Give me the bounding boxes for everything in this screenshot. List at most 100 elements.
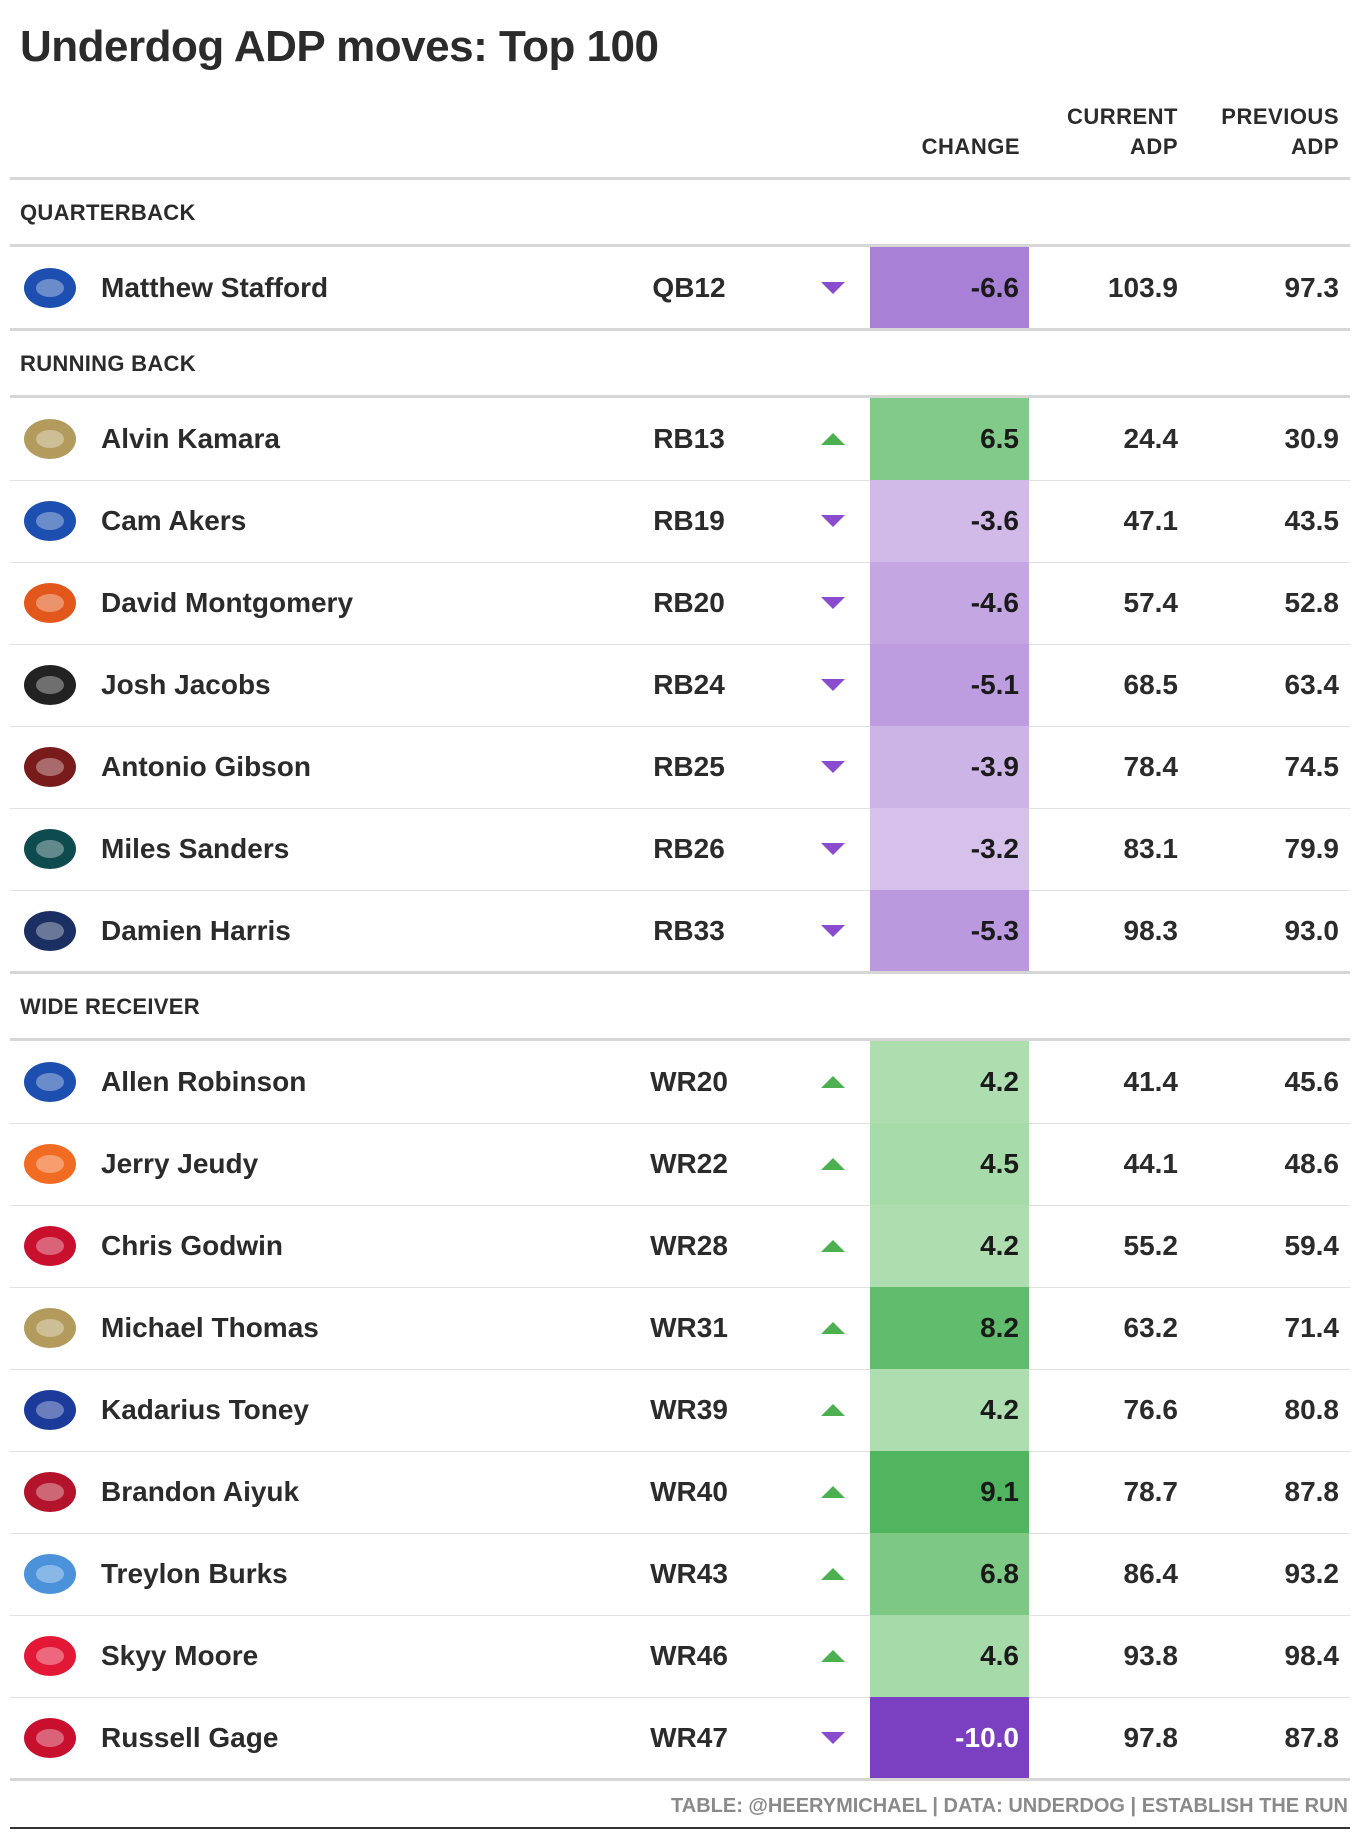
rule	[10, 726, 1350, 727]
rule	[10, 1778, 1350, 1781]
down-arrow	[821, 282, 845, 294]
position: RB24	[653, 669, 725, 700]
player-name: Alvin Kamara	[101, 423, 280, 454]
player-name: Damien Harris	[101, 915, 291, 946]
position: RB13	[653, 423, 725, 454]
position: RB26	[653, 833, 725, 864]
rule	[10, 244, 1350, 247]
previous-adp: 87.8	[1284, 1722, 1340, 1753]
current-adp: 78.7	[1123, 1476, 1179, 1507]
current-adp: 98.3	[1123, 915, 1179, 946]
previous-adp: 98.4	[1284, 1640, 1340, 1671]
up-arrow	[821, 1076, 845, 1088]
current-adp: 24.4	[1123, 423, 1179, 454]
down-arrow	[821, 925, 845, 937]
previous-adp: 71.4	[1284, 1312, 1340, 1343]
team-logo	[24, 419, 76, 459]
team-logo	[24, 1308, 76, 1348]
rule	[10, 177, 1350, 180]
position: WR43	[650, 1558, 728, 1589]
position: WR47	[650, 1722, 728, 1753]
position: RB19	[653, 505, 725, 536]
position: WR20	[650, 1066, 728, 1097]
previous-adp: 97.3	[1284, 272, 1340, 303]
player-name: Treylon Burks	[101, 1558, 288, 1589]
team-logo	[24, 1144, 76, 1184]
current-adp: 68.5	[1123, 669, 1179, 700]
player-name: Josh Jacobs	[101, 669, 271, 700]
player-name: Russell Gage	[101, 1722, 279, 1753]
player-name: Jerry Jeudy	[101, 1148, 259, 1179]
team-logo	[24, 1226, 76, 1266]
down-arrow	[821, 679, 845, 691]
previous-adp: 79.9	[1284, 833, 1340, 864]
change-cell: 9.1	[870, 1451, 1029, 1533]
column-header: CURRENT ADP	[1066, 104, 1178, 159]
up-arrow	[821, 1486, 845, 1498]
change-cell: 4.2	[870, 1041, 1029, 1123]
previous-adp: 80.8	[1284, 1394, 1340, 1425]
change-cell: -10.0	[870, 1697, 1029, 1779]
previous-adp: 93.2	[1284, 1558, 1340, 1589]
player-name: Kadarius Toney	[101, 1394, 309, 1425]
previous-adp: 30.9	[1284, 423, 1340, 454]
current-adp: 47.1	[1123, 505, 1179, 536]
player-name: Skyy Moore	[101, 1640, 259, 1671]
player-name: Brandon Aiyuk	[101, 1476, 300, 1507]
rule	[10, 480, 1350, 481]
team-logo	[24, 1390, 76, 1430]
previous-adp: 93.0	[1284, 915, 1340, 946]
group-label: WIDE RECEIVER	[20, 994, 200, 1019]
change-cell: 4.2	[870, 1369, 1029, 1451]
player-name: Cam Akers	[101, 505, 247, 536]
current-adp: 103.9	[1107, 272, 1178, 303]
change-cell: 6.5	[870, 398, 1029, 480]
position: WR39	[650, 1394, 728, 1425]
rule	[10, 1697, 1350, 1698]
current-adp: 76.6	[1123, 1394, 1179, 1425]
up-arrow	[821, 1650, 845, 1662]
down-arrow	[821, 597, 845, 609]
rule	[10, 1827, 1350, 1829]
position: QB12	[652, 272, 726, 303]
rule	[10, 808, 1350, 809]
change-cell: 4.6	[870, 1615, 1029, 1697]
down-arrow	[821, 761, 845, 773]
change-cell: -6.6	[870, 247, 1029, 329]
player-name: Miles Sanders	[101, 833, 290, 864]
previous-adp: 45.6	[1284, 1066, 1340, 1097]
team-logo	[24, 1554, 76, 1594]
down-arrow	[821, 1732, 845, 1744]
up-arrow	[821, 1158, 845, 1170]
previous-adp: 63.4	[1284, 669, 1340, 700]
current-adp: 83.1	[1123, 833, 1179, 864]
rule	[10, 890, 1350, 891]
position: WR40	[650, 1476, 728, 1507]
rule	[10, 1205, 1350, 1206]
position: RB33	[653, 915, 725, 946]
team-logo	[24, 829, 76, 869]
up-arrow	[821, 433, 845, 445]
current-adp: 41.4	[1123, 1066, 1179, 1097]
change-cell: 6.8	[870, 1533, 1029, 1615]
team-logo	[24, 665, 76, 705]
current-adp: 57.4	[1123, 587, 1179, 618]
player-name: Chris Godwin	[101, 1230, 283, 1261]
position: WR22	[650, 1148, 728, 1179]
previous-adp: 59.4	[1284, 1230, 1340, 1261]
previous-adp: 74.5	[1284, 751, 1340, 782]
current-adp: 55.2	[1123, 1230, 1179, 1261]
team-logo	[24, 1472, 76, 1512]
team-logo	[24, 583, 76, 623]
previous-adp: 43.5	[1284, 505, 1340, 536]
player-name: Michael Thomas	[101, 1312, 319, 1343]
rule	[10, 328, 1350, 331]
current-adp: 93.8	[1123, 1640, 1179, 1671]
group-label: QUARTERBACK	[20, 200, 196, 225]
team-logo	[24, 1062, 76, 1102]
up-arrow	[821, 1404, 845, 1416]
down-arrow	[821, 843, 845, 855]
rule	[10, 971, 1350, 974]
group-label: RUNNING BACK	[20, 351, 196, 376]
